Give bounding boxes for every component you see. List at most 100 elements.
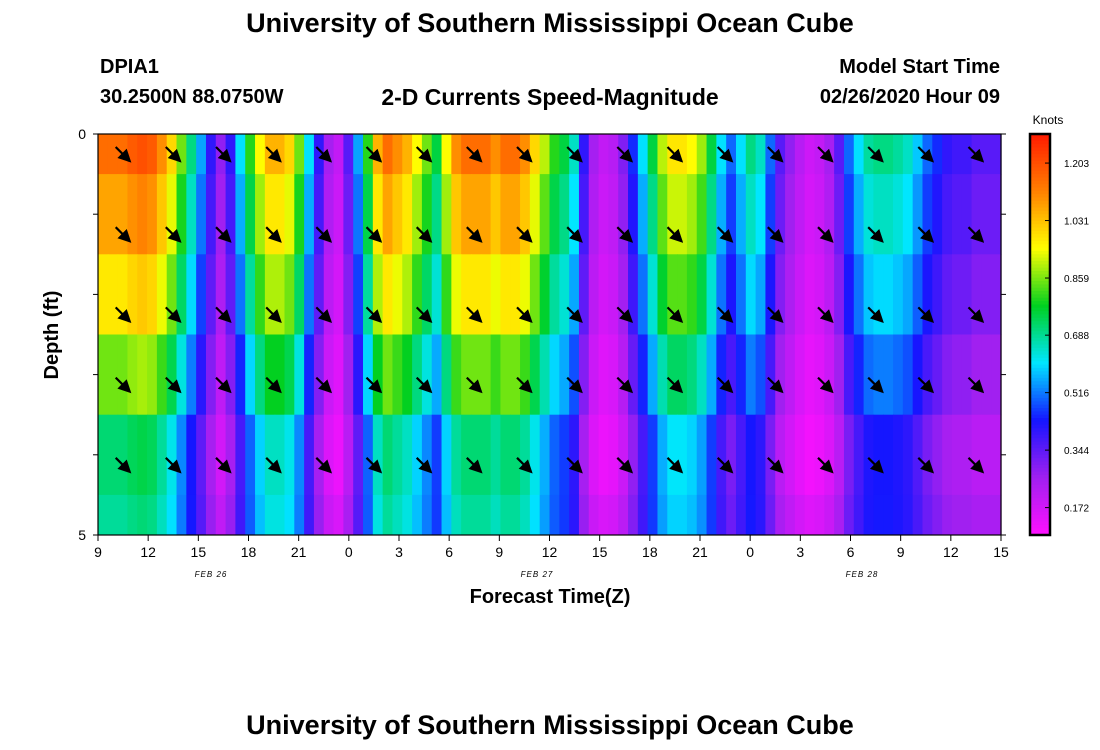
heat-cell [765, 254, 776, 335]
heat-cell [804, 334, 816, 416]
colorbar-segment [1030, 324, 1050, 329]
heat-cell [883, 494, 894, 536]
heat-cell [628, 414, 639, 496]
heat-cell [667, 334, 678, 416]
colorbar-segment [1030, 291, 1050, 295]
colorbar-segment [1030, 411, 1050, 416]
colorbar-segment [1030, 387, 1050, 392]
heat-cell [863, 134, 875, 175]
heat-cell [441, 414, 452, 496]
heat-cell [343, 494, 354, 536]
heat-cell [647, 334, 659, 416]
heat-cell [902, 414, 914, 496]
heat-cell [961, 134, 973, 175]
heat-cell [461, 334, 472, 416]
heat-cell [637, 334, 649, 416]
current-arrow [767, 457, 784, 474]
heat-cell [951, 334, 963, 416]
colorbar-segment [1030, 451, 1050, 456]
colorbar-segment [1030, 250, 1050, 255]
heat-cell [137, 134, 148, 175]
heat-cell [98, 494, 109, 536]
heat-cell [353, 414, 364, 496]
heat-cell [794, 494, 806, 536]
heat-cell [618, 334, 629, 416]
heat-cell [107, 334, 119, 416]
heat-cell [588, 414, 600, 496]
heat-cell [461, 134, 472, 175]
colorbar-segment [1030, 210, 1050, 215]
heat-cell [991, 414, 1002, 496]
current-arrow [265, 457, 282, 474]
colorbar-segment [1030, 498, 1050, 503]
heat-cell [500, 174, 511, 255]
heat-cell [765, 494, 776, 536]
heat-cell [961, 254, 973, 335]
heat-cell [912, 254, 924, 335]
heat-cell [235, 334, 246, 416]
colorbar-segment [1030, 444, 1050, 449]
colorbar-segment [1030, 341, 1050, 346]
heat-cell [156, 414, 168, 496]
heat-cell [834, 494, 845, 536]
colorbar-segment [1030, 190, 1050, 195]
heat-cell [176, 174, 187, 255]
heat-cell [981, 254, 992, 335]
heat-cell [529, 494, 541, 536]
heat-cell [824, 414, 835, 496]
heat-cell [706, 334, 717, 416]
colorbar-segment [1030, 214, 1050, 219]
colorbar-segment [1030, 254, 1050, 259]
heat-cell [225, 134, 237, 175]
heat-cell [304, 174, 315, 255]
heat-cell [912, 494, 924, 536]
colorbar-segment [1030, 281, 1050, 285]
heat-cell [235, 174, 246, 255]
heat-cell [804, 414, 816, 496]
x-tick-label: 0 [746, 544, 754, 560]
current-arrow [616, 226, 634, 243]
heat-cell [942, 174, 953, 255]
heat-cell [804, 174, 816, 255]
heat-cell [706, 134, 717, 175]
x-tick-label: 12 [542, 544, 558, 560]
heat-cell [569, 174, 580, 255]
current-arrow [165, 376, 182, 394]
colorbar-segment [1030, 361, 1050, 366]
current-arrow [165, 457, 182, 474]
heat-cell [922, 334, 933, 416]
heat-cell [196, 134, 207, 175]
heat-cell [912, 134, 924, 175]
colorbar-segment [1030, 247, 1050, 252]
current-arrow [616, 306, 634, 324]
colorbar-segment [1030, 160, 1050, 165]
heat-cell [510, 414, 521, 496]
heat-cell [520, 414, 531, 496]
current-arrow [315, 146, 333, 163]
colorbar-segment [1030, 484, 1050, 489]
colorbar-segment [1030, 140, 1050, 145]
heat-cell [245, 134, 256, 175]
heat-cell [323, 254, 335, 335]
heat-cell [264, 414, 276, 496]
heat-cell [205, 494, 217, 536]
heat-cell [255, 174, 266, 255]
heat-cell [794, 254, 806, 335]
heat-cell [284, 414, 295, 496]
heat-cell [667, 494, 678, 536]
current-arrow [265, 376, 282, 394]
heat-cell [196, 494, 207, 536]
heat-cell [441, 134, 452, 175]
heat-cell [559, 334, 570, 416]
heat-cell [156, 254, 168, 335]
heat-cell [176, 334, 187, 416]
current-arrow [716, 306, 734, 324]
heat-cell [775, 174, 786, 255]
colorbar-segment [1030, 187, 1050, 192]
heat-cell [814, 174, 825, 255]
heat-cell [480, 494, 492, 536]
heat-cell [794, 174, 806, 255]
heat-cell [284, 494, 295, 536]
colorbar-segment [1030, 478, 1050, 483]
heat-cell [883, 174, 894, 255]
